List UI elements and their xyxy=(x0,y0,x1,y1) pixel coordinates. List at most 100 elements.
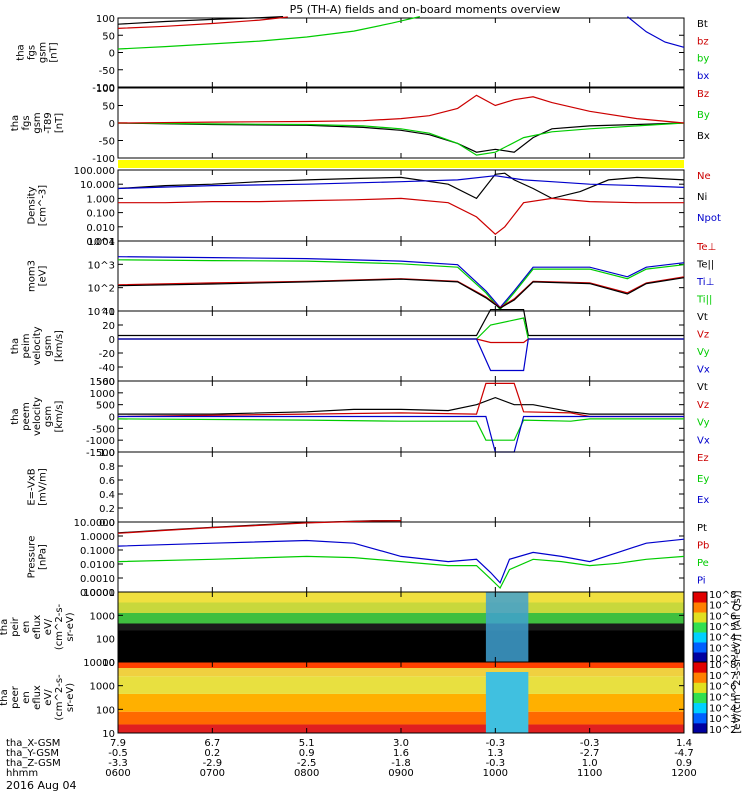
colorbar-tick-label: 10^3 xyxy=(709,714,736,725)
ephemeris-value: 0600 xyxy=(105,768,130,779)
legend-vx: Vx xyxy=(697,435,710,446)
y-tick-label: -500 xyxy=(92,424,115,435)
colorbar-swatch xyxy=(693,632,707,643)
date-label: 2016 Aug 04 xyxy=(6,779,76,792)
y-tick-label: 1.0 xyxy=(99,448,115,459)
y-axis-label: eflux xyxy=(32,685,43,710)
spectrogram-band xyxy=(118,623,684,631)
y-tick-label: 10000 xyxy=(83,588,115,599)
panel-frame xyxy=(117,451,685,523)
y-tick-label: -1000 xyxy=(86,436,115,447)
legend-te: Te|| xyxy=(696,260,714,271)
series-bx-line xyxy=(627,16,685,48)
legend-bx: Bx xyxy=(697,131,710,142)
y-tick-label: 10^2 xyxy=(88,284,115,295)
legend-vz: Vz xyxy=(697,330,709,341)
colorbar-tick-label: 10^2 xyxy=(709,654,736,665)
panel-4: 10^4 10^3 10^2 10^1 mom3 [eV] Te⊥ Te|| Ti⊥ Ti|| xyxy=(27,237,717,318)
y-tick-label: 0.6 xyxy=(99,476,115,487)
series-vx-line xyxy=(118,415,684,453)
ephemeris-value: -0.3 xyxy=(486,758,506,769)
panel-frame xyxy=(117,87,685,159)
ephemeris-value: -2.7 xyxy=(580,748,600,759)
spectrogram-band xyxy=(118,630,684,662)
series-bz-line xyxy=(117,16,288,29)
ephemeris-value: 1100 xyxy=(577,768,602,779)
y-tick-label: 0.1000 xyxy=(80,546,115,557)
colorbar-swatch xyxy=(693,662,707,673)
legend-te: Te⊥ xyxy=(696,242,716,253)
panel-frame xyxy=(117,240,685,312)
legend-ne: Ne xyxy=(697,171,711,182)
y-axis-label: velocity xyxy=(32,397,43,436)
y-axis-label: tha xyxy=(10,115,21,131)
spectrogram-band xyxy=(118,592,684,603)
y-tick-label: 10^3 xyxy=(88,260,115,271)
series-bt-line xyxy=(117,16,284,25)
legend-by: by xyxy=(697,54,709,65)
colorbar-swatch xyxy=(693,672,707,683)
panel-2: 100 50 0 -50 -100 tha fgs gsm -T89 [nT] Bz By Bx xyxy=(10,84,710,165)
spectrogram-band xyxy=(118,676,684,694)
ephemeris-value: -2.9 xyxy=(203,758,223,769)
y-tick-label: 100.000 xyxy=(74,166,115,177)
y-axis-label: fgs xyxy=(27,45,38,60)
y-axis-label: [cm^-3] xyxy=(38,185,49,226)
y-tick-label: 100 xyxy=(96,14,115,25)
status-bar xyxy=(118,160,684,168)
legend-ey: Ey xyxy=(697,474,709,485)
y-axis-label: gsm xyxy=(38,42,49,63)
legend-pt: Pt xyxy=(697,523,707,534)
colorbar-tick-label: 10^7 xyxy=(709,671,736,682)
series-pe-line xyxy=(117,555,685,589)
y-tick-label: 0.100 xyxy=(86,209,115,220)
colorbar-tick-label: 10^5 xyxy=(709,693,736,704)
colorbar-tick-label: 10^5 xyxy=(709,622,736,633)
ephemeris-value: 1.0 xyxy=(582,758,598,769)
panel-3: 100.000 10.000 1.000 0.100 0.010 0.001 Density… xyxy=(27,166,721,248)
legend-vz: Vz xyxy=(697,400,709,411)
y-tick-label: 100 xyxy=(96,705,115,716)
ephemeris-value: 0900 xyxy=(388,768,413,779)
colorbar-tick-label: 10^7 xyxy=(709,601,736,612)
ephemeris-value: 1000 xyxy=(483,768,508,779)
ephemeris-value: -0.3 xyxy=(580,738,600,749)
colorbar-tick-label: 10^3 xyxy=(709,643,736,654)
ephemeris-value: 0.9 xyxy=(299,748,315,759)
y-axis-label: peer xyxy=(10,685,21,709)
colorbar-frame xyxy=(692,661,708,734)
spectrogram-band xyxy=(118,613,684,624)
y-tick-label: 0 xyxy=(109,49,115,60)
colorbar-swatch xyxy=(693,652,707,663)
colorbar-label: [eV/(cm^2-s-sr-eV)] (All Qs)] xyxy=(732,590,743,733)
y-axis-label: eflux xyxy=(32,615,43,640)
legend-bx: bx xyxy=(697,71,709,82)
y-tick-label: -20 xyxy=(99,349,115,360)
ephemeris-value: -4.7 xyxy=(674,748,694,759)
y-tick-label: -50 xyxy=(99,66,115,77)
colorbar-tick-label: 10^2 xyxy=(709,725,736,736)
y-axis-label: tha xyxy=(0,619,10,635)
y-tick-label: 100 xyxy=(96,84,115,95)
series-bx-line xyxy=(117,122,685,153)
y-tick-label: 0.4 xyxy=(99,490,115,501)
y-axis-label: tha xyxy=(16,44,27,60)
spectrogram-gap xyxy=(485,592,529,662)
y-tick-label: 0.0010 xyxy=(80,574,115,585)
series-ni-line xyxy=(117,172,685,200)
y-axis-label: peim xyxy=(21,333,32,358)
series-vy-line xyxy=(117,418,684,441)
colorbar-swatch xyxy=(693,702,707,714)
legend-ni: Ni xyxy=(697,192,707,203)
legend-ti: Ti|| xyxy=(696,295,712,306)
y-tick-label: 0 xyxy=(109,335,115,346)
legend-ti: Ti⊥ xyxy=(696,277,714,288)
ephemeris-value: 5.1 xyxy=(299,738,315,749)
y-tick-label: 0.0100 xyxy=(80,560,115,571)
ephemeris-value: 1.6 xyxy=(393,748,409,759)
spectrogram-band xyxy=(118,711,684,725)
y-tick-label: 50 xyxy=(102,31,115,42)
ephemeris-label-tha-y-gsm: tha_Y-GSM xyxy=(6,748,59,759)
legend-vt: Vt xyxy=(697,312,708,323)
